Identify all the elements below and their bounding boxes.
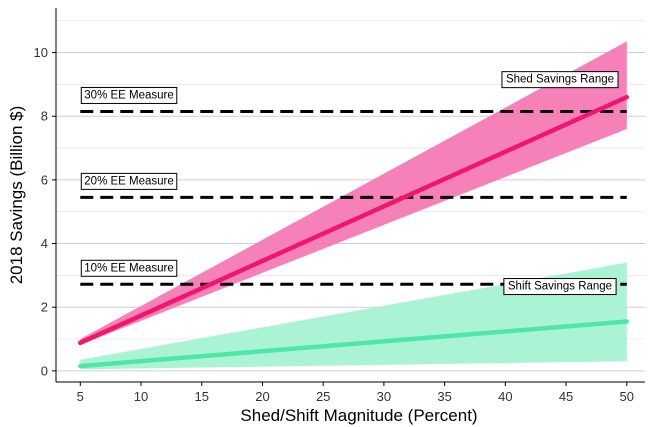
axes: 5 10 15 20 25 30 35 40 45 50 0 2 4 6 8 10 — [34, 8, 645, 404]
y-axis-title: 2018 Savings (Billion $) — [7, 106, 26, 285]
series-band — [80, 262, 627, 370]
confidence-bands — [80, 41, 627, 370]
series-band — [80, 41, 627, 345]
reference-label-box — [80, 259, 178, 277]
x-tick-label: 25 — [316, 389, 330, 404]
reference-label: 10% EE Measure — [80, 259, 178, 277]
x-tick-label: 15 — [194, 389, 208, 404]
y-tick-label: 10 — [34, 45, 48, 60]
reference-lines — [80, 109, 627, 286]
reference-label-text: 30% EE Measure — [84, 89, 174, 101]
series-line — [78, 94, 630, 346]
series-annotation-box — [503, 278, 617, 296]
series-annotation-box — [501, 71, 619, 89]
series-annotation: Shed Savings Range — [501, 71, 619, 89]
series-lines — [78, 94, 630, 369]
x-tick-label: 45 — [559, 389, 573, 404]
x-tick-label: 20 — [255, 389, 269, 404]
x-tick-label: 35 — [437, 389, 451, 404]
series-annotation-text: Shift Savings Range — [508, 281, 612, 293]
x-tick-label: 40 — [498, 389, 512, 404]
series-annotation: Shift Savings Range — [503, 278, 617, 296]
y-tick-label: 8 — [41, 109, 48, 124]
x-tick-label: 10 — [134, 389, 148, 404]
x-tick-label: 30 — [377, 389, 391, 404]
y-tick-label: 6 — [41, 172, 48, 187]
y-tick-label: 2 — [41, 300, 48, 315]
series-line — [78, 319, 630, 369]
y-tick-label: 4 — [41, 236, 48, 251]
series-annotation-text: Shed Savings Range — [506, 74, 614, 86]
reference-label-box — [80, 86, 178, 104]
x-axis-title: Shed/Shift Magnitude (Percent) — [240, 406, 477, 425]
y-tick-label: 0 — [41, 363, 48, 378]
reference-label-text: 20% EE Measure — [84, 175, 174, 187]
reference-label: 30% EE Measure — [80, 86, 178, 104]
annotation-labels: 30% EE Measure 20% EE Measure 10% EE Measu… — [80, 71, 619, 296]
reference-label-box — [80, 172, 178, 190]
reference-label: 20% EE Measure — [80, 172, 178, 190]
reference-label-text: 10% EE Measure — [84, 262, 174, 274]
x-tick-label: 5 — [77, 389, 84, 404]
x-tick-label: 50 — [620, 389, 634, 404]
